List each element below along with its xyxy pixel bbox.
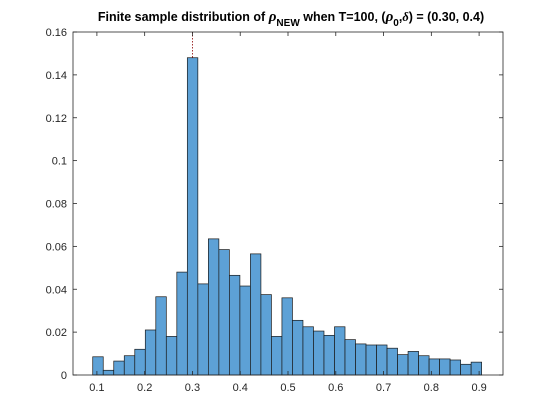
- histogram-bar-17: [271, 336, 283, 376]
- chart-title: Finite sample distribution of ρNEW when …: [98, 9, 484, 29]
- histogram-bar-26: [365, 344, 377, 376]
- histogram-bar-14: [239, 285, 251, 376]
- histogram-bar-21: [313, 330, 325, 376]
- y-tick-label-1: 0.02: [46, 327, 67, 339]
- x-tick-label-0: 0.1: [89, 382, 104, 394]
- x-tick-label-5: 0.6: [328, 382, 343, 394]
- y-tick-label-2: 0.04: [46, 284, 67, 296]
- y-tick-label-3: 0.06: [46, 241, 67, 253]
- x-tick-label-1: 0.2: [137, 382, 152, 394]
- x-tick-label-6: 0.7: [376, 382, 391, 394]
- y-tick-label-4: 0.08: [46, 199, 67, 211]
- histogram-bar-30: [407, 351, 419, 376]
- title-delta: δ: [402, 10, 409, 24]
- histogram-bar-27: [376, 344, 388, 376]
- histogram-bar-2: [113, 360, 125, 376]
- histogram-bar-19: [292, 319, 304, 376]
- histogram-bar-23: [334, 326, 346, 376]
- y-tick-label-6: 0.12: [46, 113, 67, 125]
- x-tick-label-2: 0.3: [185, 382, 200, 394]
- x-tick-label-4: 0.5: [280, 382, 295, 394]
- histogram-bar-18: [281, 297, 293, 376]
- y-tick-label-5: 0.1: [52, 156, 67, 168]
- histogram-bar-4: [134, 348, 146, 376]
- histogram-bar-24: [344, 339, 356, 376]
- histogram-bar-6: [155, 296, 167, 376]
- histogram-bar-7: [165, 336, 178, 376]
- histogram-bar-29: [397, 354, 409, 376]
- histogram-bar-11: [208, 238, 220, 376]
- x-tick-label-8: 0.9: [471, 382, 486, 394]
- histogram-bar-22: [323, 334, 335, 376]
- y-tick-label-7: 0.14: [46, 70, 67, 82]
- histogram-bar-10: [197, 283, 209, 376]
- histogram-bar-1: [102, 369, 115, 376]
- title-suffix: ) = (0.30, 0.4): [409, 10, 484, 24]
- x-tick-label-3: 0.4: [233, 382, 248, 394]
- histogram-bar-31: [418, 355, 430, 376]
- histogram-bar-0: [92, 356, 104, 376]
- title-rho: ρ: [268, 9, 277, 25]
- histogram-bar-12: [218, 249, 230, 376]
- title-zero-subscript: 0: [393, 18, 399, 29]
- histogram-bar-8: [176, 271, 188, 376]
- bars-layer: [92, 57, 482, 376]
- histogram-bar-3: [123, 355, 136, 376]
- histogram-bar-33: [439, 358, 451, 376]
- title-new-subscript: NEW: [276, 18, 300, 29]
- title-rho0: ρ: [385, 9, 394, 25]
- histogram-bar-36: [470, 361, 482, 376]
- title-prefix: Finite sample distribution of: [98, 10, 269, 24]
- histogram-bar-20: [302, 326, 314, 376]
- histogram-bar-34: [449, 359, 461, 376]
- title-when: when T=100, (: [300, 10, 387, 24]
- histogram-bar-5: [144, 329, 157, 376]
- histogram-bar-35: [460, 363, 472, 376]
- histogram-bar-28: [386, 347, 398, 376]
- histogram-bar-13: [229, 274, 241, 376]
- x-tick-label-7: 0.8: [424, 382, 439, 394]
- histogram-bar-9: [186, 57, 199, 376]
- histogram-bar-15: [250, 253, 262, 376]
- axes-layer: 0.1 0.2 0.3 0.4 0.5 0.6 0.7 0.8 0.9 0 0.02 0.04 0.06…: [46, 27, 504, 394]
- histogram-bar-25: [355, 343, 367, 376]
- title-comma: ,: [399, 10, 402, 24]
- histogram-bar-32: [428, 358, 440, 376]
- y-tick-label-8: 0.16: [46, 27, 67, 39]
- histogram-bar-16: [260, 294, 272, 376]
- y-tick-label-0: 0: [61, 370, 67, 382]
